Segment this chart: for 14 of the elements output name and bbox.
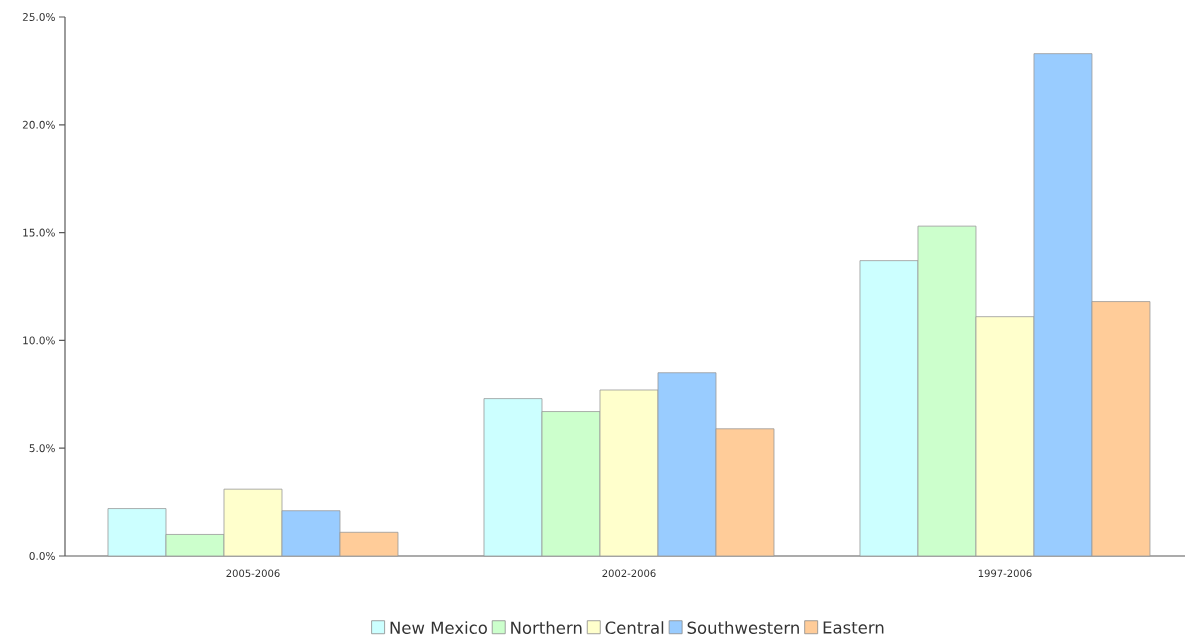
legend-label: Eastern	[823, 621, 884, 634]
y-tick-label: 15.0%	[23, 228, 55, 237]
x-tick-label: 2005-2006	[226, 569, 280, 578]
legend-label: Northern	[511, 621, 582, 634]
y-tick-label: 5.0%	[29, 444, 55, 453]
x-tick-label: 2002-2006	[602, 569, 656, 578]
x-tick-label: 1997-2006	[978, 569, 1032, 578]
legend-label: Central	[605, 621, 664, 634]
y-tick-label: 0.0%	[29, 552, 55, 560]
legend-label: New Mexico	[390, 621, 487, 634]
y-tick-label: 10.0%	[23, 336, 55, 345]
y-tick-label: 25.0%	[22, 13, 55, 21]
legend-label: Southwestern	[687, 621, 799, 634]
y-tick-label: 20.0%	[22, 120, 55, 129]
